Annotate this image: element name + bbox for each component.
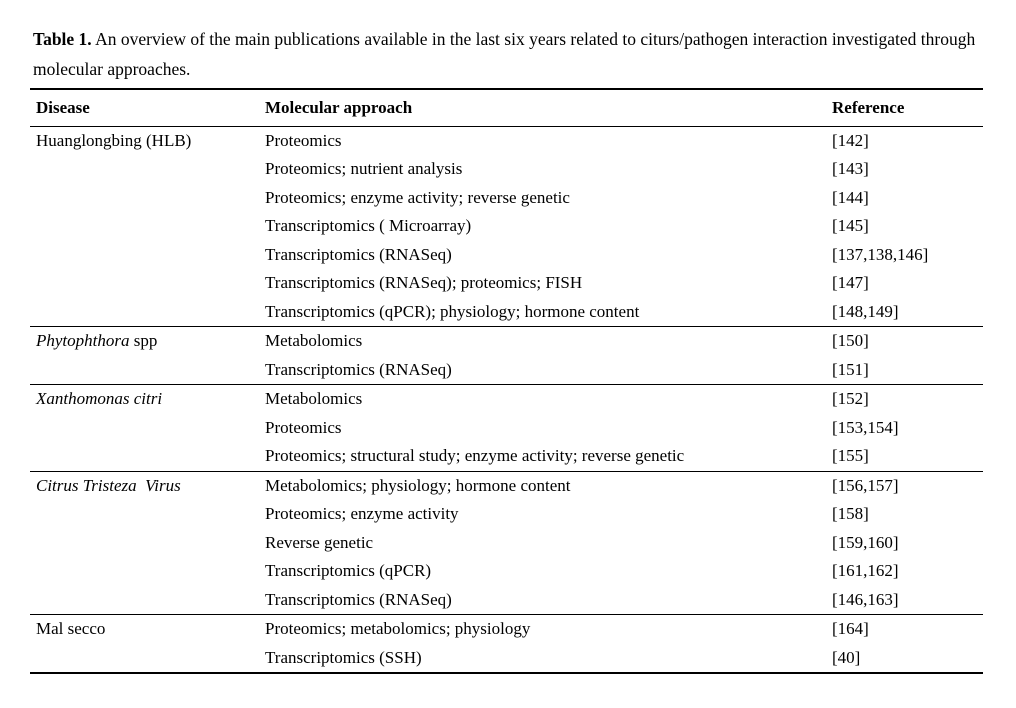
approach-cell: Transcriptomics (RNASeq); proteomics; FI… (265, 273, 583, 292)
table-row: Transcriptomics (RNASeq); proteomics; FI… (30, 269, 983, 298)
reference-cell: [144] (832, 187, 869, 207)
disease-section: Huanglongbing (HLB) Proteomics [142] Proteo… (30, 126, 983, 327)
approach-cell: Metabolomics; physiology; hormone conten… (265, 475, 571, 495)
caption-label: Table 1. (33, 29, 92, 49)
approach-cell: Transcriptomics (RNASeq) (265, 244, 452, 264)
disease-section: Mal secco Proteomics; metabolomics; physi… (30, 614, 983, 674)
approach-cell: Transcriptomics (RNASeq) (265, 359, 452, 379)
disease-section: Citrus Tristeza Virus Metabolomics; physi… (30, 471, 983, 615)
disease-name: Citrus Tristeza Virus (36, 475, 181, 495)
reference-cell: [148,149] (832, 301, 899, 321)
table-row: Xanthomonas citri Metabolomics [152] (30, 385, 983, 414)
disease-name: Mal secco (36, 619, 106, 638)
table-row: Proteomics; enzyme activity [158] (30, 500, 983, 529)
caption-text: An overview of the main publications ava… (33, 29, 976, 79)
column-header-disease: Disease (30, 89, 265, 127)
approach-cell: Proteomics (265, 417, 342, 437)
reference-cell: [164] (832, 619, 869, 638)
approach-cell: Proteomics; nutrient analysis (265, 159, 463, 178)
reference-cell: [156,157] (832, 475, 899, 495)
table-row: Proteomics; enzyme activity; reverse gen… (30, 184, 983, 213)
approach-cell: Proteomics; metabolomics; physiology (265, 619, 531, 638)
disease-name: Xanthomonas citri (36, 389, 163, 408)
table-row: Transcriptomics (RNASeq) [146,163] (30, 586, 983, 615)
reference-cell: [137,138,146] (832, 244, 929, 264)
reference-cell: [147] (832, 273, 869, 292)
reference-cell: [158] (832, 504, 869, 523)
approach-cell: Transcriptomics (qPCR); physiology; horm… (265, 301, 640, 321)
approach-cell: Transcriptomics (SSH) (265, 647, 422, 667)
reference-cell: [152] (832, 389, 869, 408)
table-row: Transcriptomics (qPCR); physiology; horm… (30, 298, 983, 327)
reference-cell: [161,162] (832, 561, 899, 580)
table-row: Transcriptomics (SSH) [40] (30, 644, 983, 674)
table-row: Mal secco Proteomics; metabolomics; physi… (30, 615, 983, 644)
disease-section: Phytophthora spp Metabolomics [150] Transcr… (30, 326, 983, 385)
table-row: Transcriptomics (RNASeq) [137,138,146] (30, 241, 983, 270)
table-row: Transcriptomics (RNASeq) [151] (30, 356, 983, 385)
reference-cell: [151] (832, 359, 869, 379)
approach-cell: Transcriptomics (RNASeq) (265, 589, 452, 609)
table-row: Reverse genetic [159,160] (30, 529, 983, 558)
reference-cell: [142] (832, 130, 869, 150)
column-header-reference: Reference (832, 89, 983, 127)
disease-cell: Huanglongbing (HLB) (30, 126, 265, 327)
approach-cell: Reverse genetic (265, 532, 374, 552)
approach-cell: Metabolomics (265, 389, 363, 408)
disease-name: Huanglongbing (HLB) (36, 130, 192, 150)
column-header-molecular-approach: Molecular approach (265, 89, 832, 127)
table-row: Phytophthora spp Metabolomics [150] (30, 327, 983, 356)
table-caption: Table 1. An overview of the main publica… (33, 24, 983, 84)
table-row: Transcriptomics (qPCR) [161,162] (30, 557, 983, 586)
table-row: Proteomics [153,154] (30, 414, 983, 443)
table-row: Proteomics; structural study; enzyme act… (30, 442, 983, 471)
reference-cell: [159,160] (832, 532, 899, 552)
publications-table: Disease Molecular approach Reference Hua… (30, 88, 983, 674)
disease-cell: Citrus Tristeza Virus (30, 471, 265, 615)
reference-cell: [153,154] (832, 417, 899, 437)
reference-cell: [145] (832, 216, 869, 235)
disease-name: spp (129, 331, 158, 350)
disease-cell: Phytophthora spp (30, 327, 265, 385)
table-row: Transcriptomics ( Microarray) [145] (30, 212, 983, 241)
approach-cell: Proteomics; structural study; enzyme act… (265, 446, 685, 465)
table-row: Proteomics; nutrient analysis [143] (30, 155, 983, 184)
approach-cell: Transcriptomics ( Microarray) (265, 216, 472, 235)
table-row: Citrus Tristeza Virus Metabolomics; physi… (30, 471, 983, 500)
approach-cell: Proteomics (265, 130, 342, 150)
approach-cell: Proteomics; enzyme activity (265, 504, 459, 523)
disease-section: Xanthomonas citri Metabolomics [152] Proteo… (30, 384, 983, 472)
table-row: Huanglongbing (HLB) Proteomics [142] (30, 126, 983, 155)
reference-cell: [146,163] (832, 589, 899, 609)
approach-cell: Transcriptomics (qPCR) (265, 561, 432, 580)
reference-cell: [143] (832, 159, 869, 178)
reference-cell: [40] (832, 647, 861, 667)
reference-cell: [150] (832, 331, 869, 350)
disease-cell: Xanthomonas citri (30, 385, 265, 472)
reference-cell: [155] (832, 446, 869, 465)
disease-name: Phytophthora (36, 331, 130, 350)
approach-cell: Proteomics; enzyme activity; reverse gen… (265, 187, 570, 207)
disease-cell: Mal secco (30, 615, 265, 674)
approach-cell: Metabolomics (265, 331, 363, 350)
table-header-row: Disease Molecular approach Reference (30, 89, 983, 127)
